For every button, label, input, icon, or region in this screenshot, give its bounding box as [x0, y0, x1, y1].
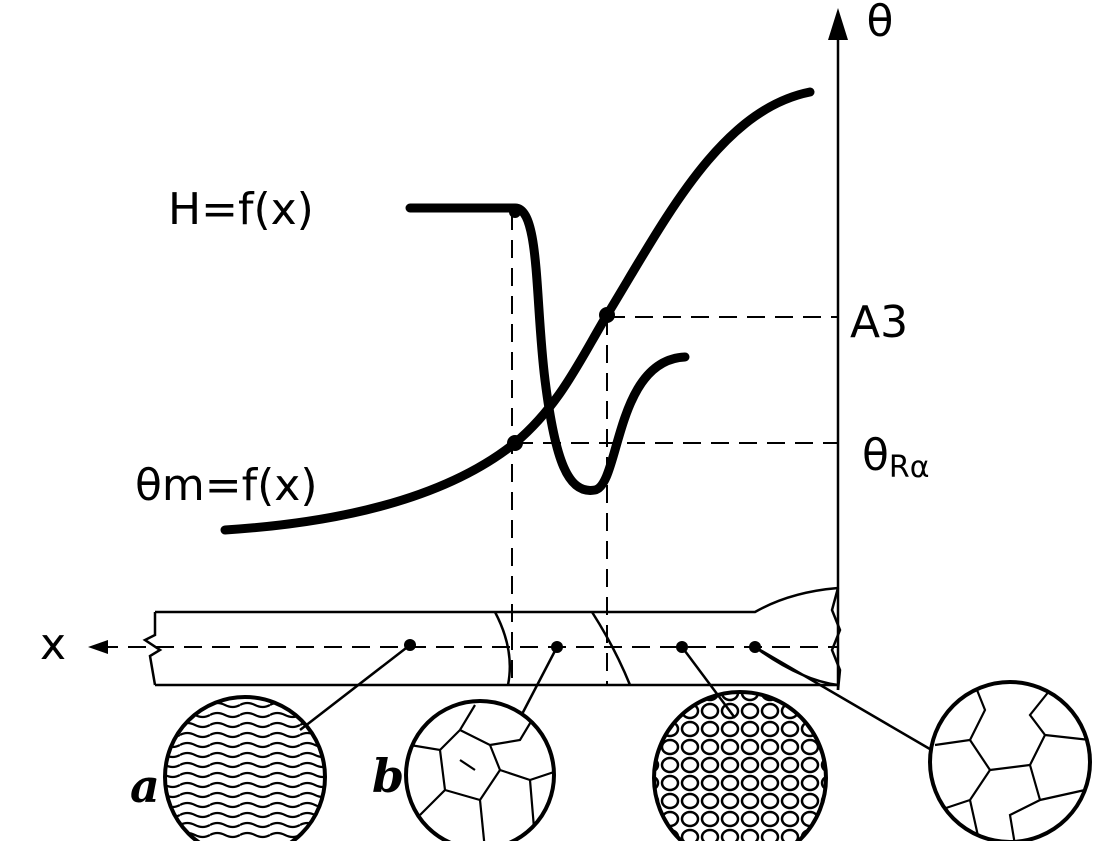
- leaders: [299, 644, 936, 754]
- temperature-curve: [220, 87, 815, 535]
- weld-edge: [830, 587, 842, 691]
- plate: [155, 586, 839, 687]
- micrograph-b: [404, 699, 556, 841]
- micrograph-d: [928, 680, 1092, 841]
- theta-r-label: θRα: [862, 430, 930, 485]
- micrograph-a: [163, 695, 327, 841]
- theta-r-symbol: θ: [862, 430, 889, 481]
- point: [509, 206, 521, 218]
- hardness-label: H=f(x): [168, 184, 314, 235]
- hardness-curve: [405, 203, 690, 495]
- plate-break: [142, 612, 163, 686]
- x-label: x: [40, 619, 66, 670]
- a3-label: A3: [850, 297, 908, 348]
- axis-label: θ: [867, 0, 894, 47]
- x-arrow: [88, 640, 108, 654]
- temperature-label: θm=f(x): [135, 460, 318, 511]
- theta-r-subscript: Rα: [889, 450, 930, 485]
- micrograph-c: [652, 690, 828, 841]
- sample-points: [404, 639, 761, 653]
- axis-arrow: [828, 8, 848, 40]
- point: [599, 307, 615, 323]
- zone-a-label: a: [130, 759, 160, 813]
- zone-b-label: b: [372, 749, 404, 803]
- point: [507, 435, 523, 451]
- zone-boundary: [493, 611, 632, 686]
